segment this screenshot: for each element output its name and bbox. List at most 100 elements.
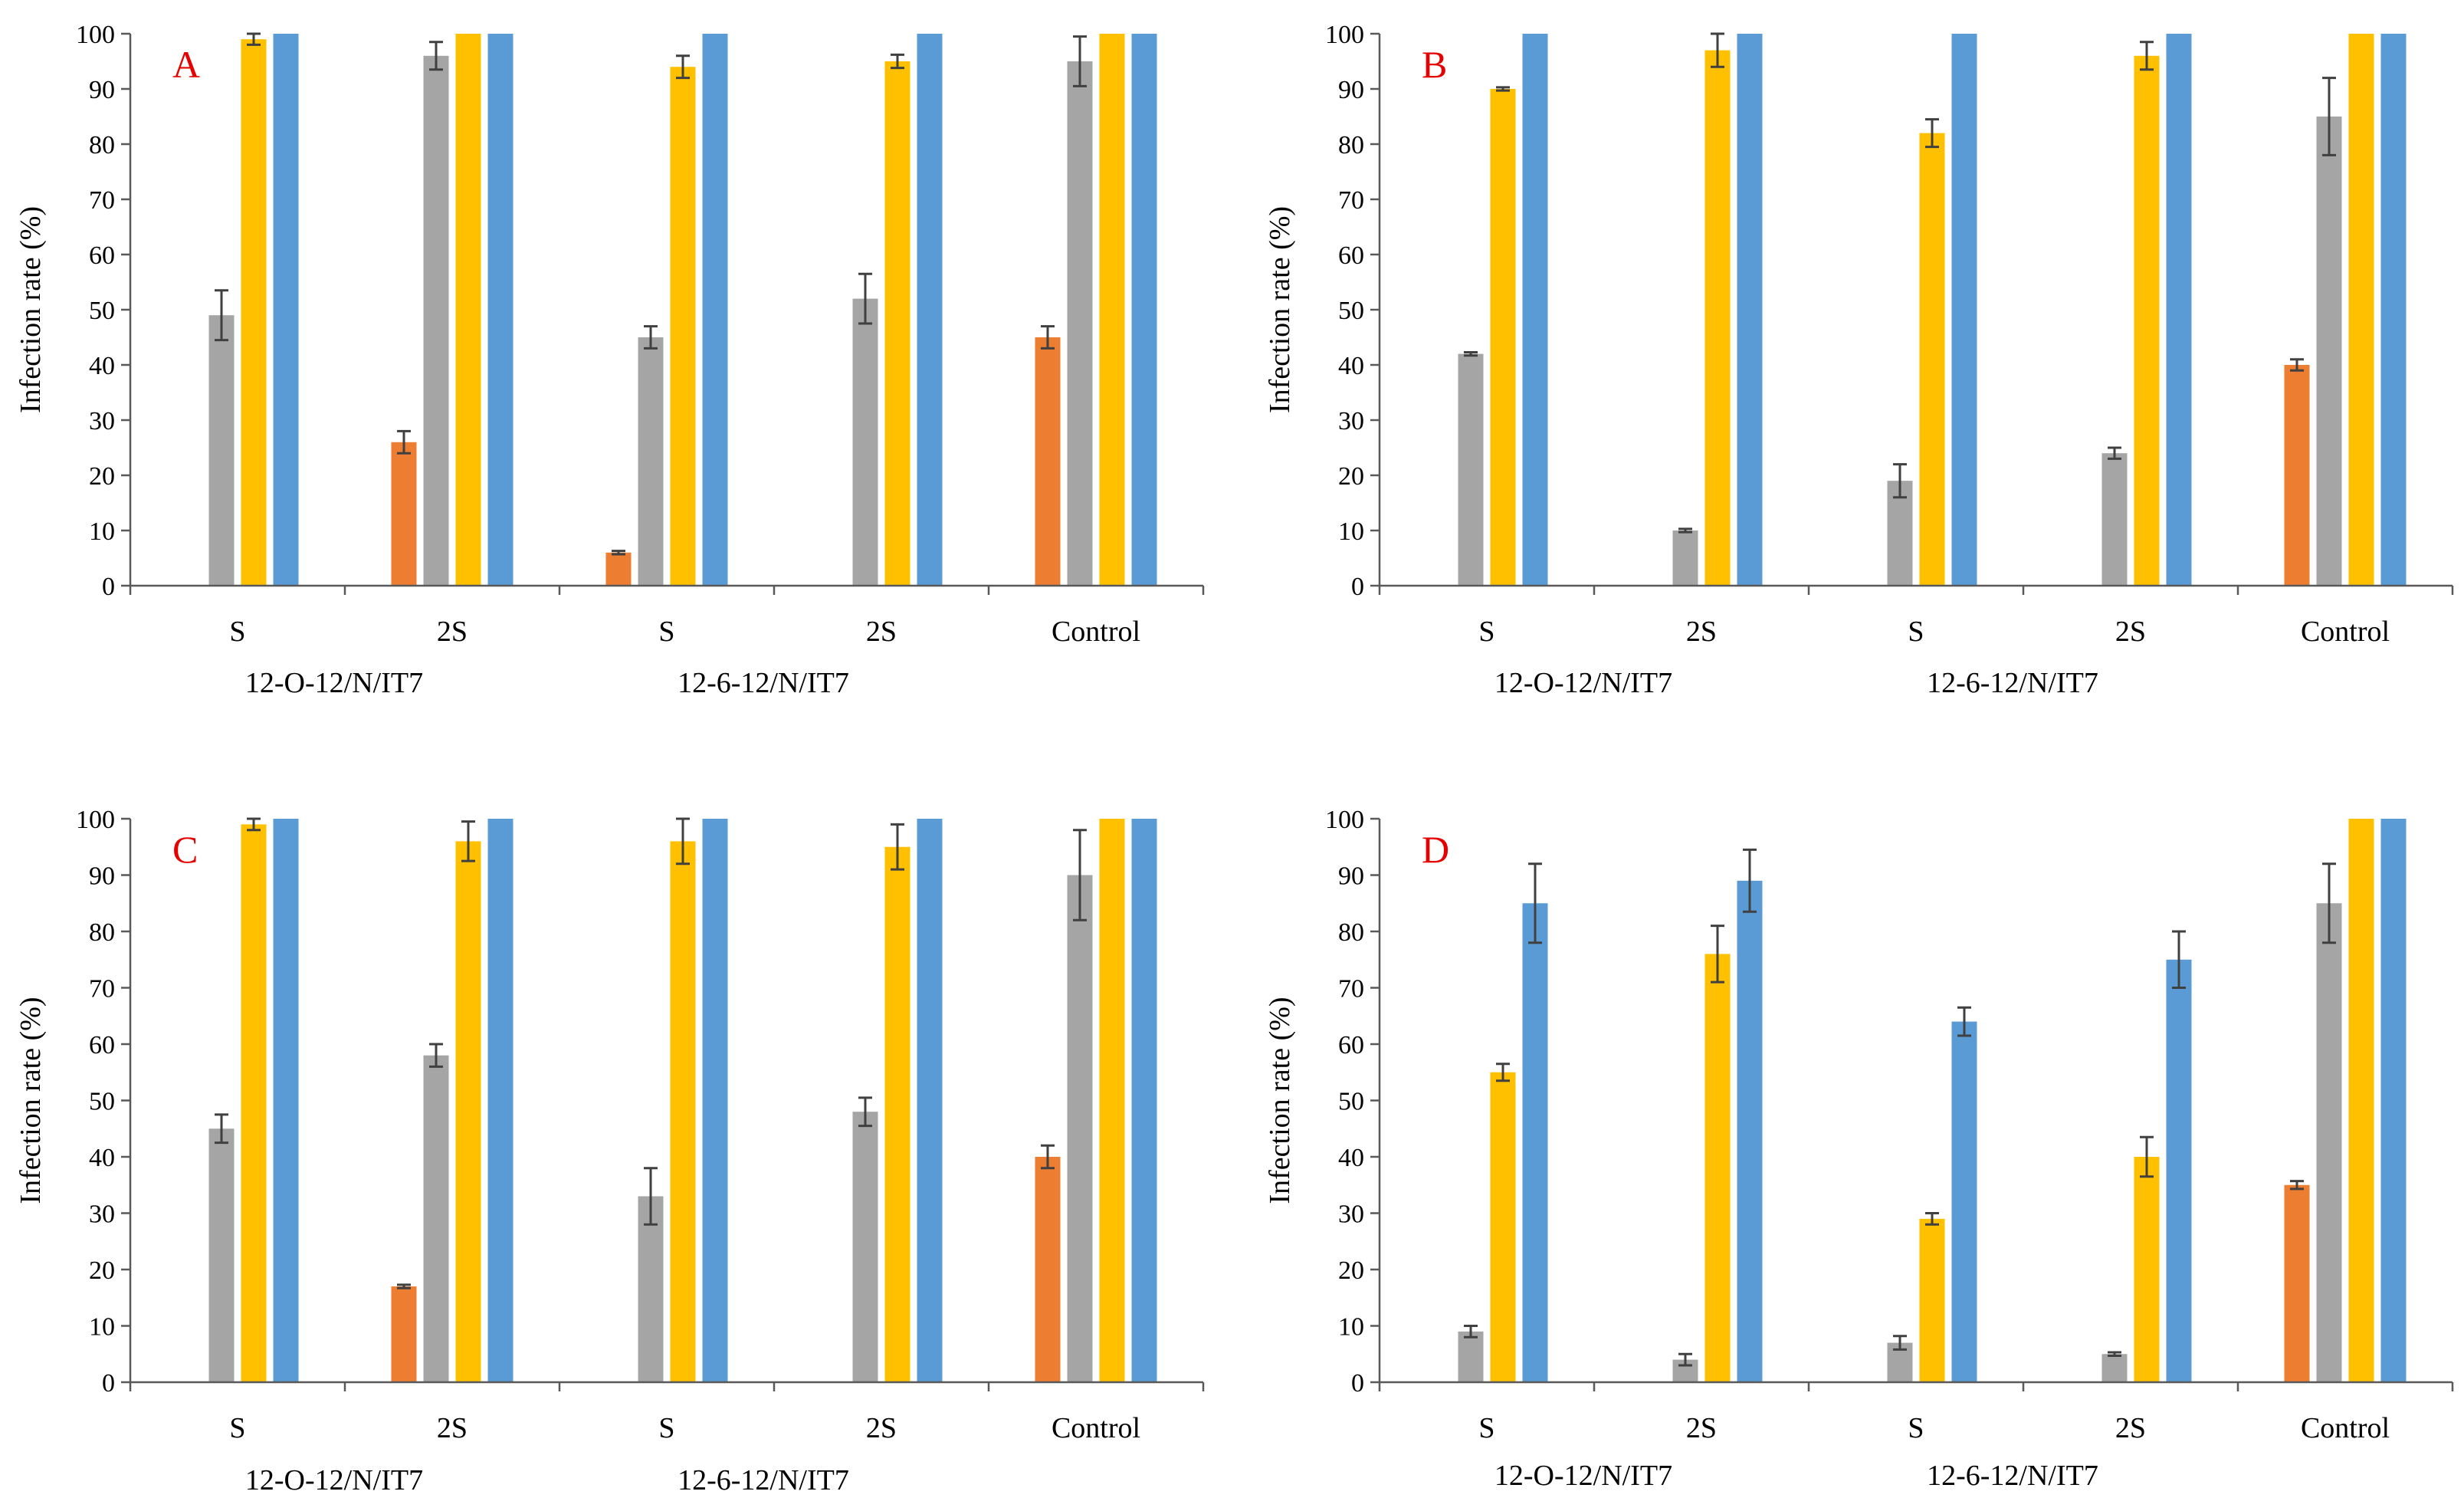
panel-b-y-tick-label: 40 — [1338, 352, 1364, 380]
panel-d-y-tick-label: 60 — [1338, 1031, 1364, 1059]
panel-d-bar — [2284, 1184, 2310, 1382]
panel-a-bar — [1131, 34, 1157, 586]
panel-a-y-tick-label: 60 — [89, 241, 115, 270]
panel-a-bar — [241, 39, 267, 586]
panel-b-bar — [2166, 34, 2192, 586]
panel-d-y-tick-label: 50 — [1338, 1088, 1364, 1116]
panel-a-category-label: S — [658, 616, 674, 648]
panel-b-bar — [1672, 530, 1698, 586]
panel-a-bar — [702, 34, 728, 586]
panel-d-category-label: S — [1478, 1412, 1494, 1444]
panel-d-bar — [1951, 1021, 1977, 1382]
panel-b-bar — [1951, 34, 1977, 586]
panel-d-y-tick-label: 0 — [1351, 1369, 1364, 1398]
panel-a-bar — [852, 298, 878, 586]
panel-c-y-tick-label: 100 — [76, 806, 115, 834]
panel-c-category-label: 2S — [437, 1412, 468, 1444]
panel-a-y-tick-label: 40 — [89, 352, 115, 380]
panel-d-category-label: 2S — [1686, 1412, 1717, 1444]
panel-d-bar — [1490, 1072, 1516, 1382]
panel-b-bar — [2348, 34, 2374, 586]
panel-b-y-tick-label: 90 — [1338, 76, 1364, 104]
panel-b-group-label: 12-O-12/N/IT7 — [1494, 667, 1672, 699]
panel-b-bar — [2134, 55, 2160, 586]
panel-b-y-tick-label: 10 — [1338, 517, 1364, 546]
panel-d-y-tick-label: 100 — [1325, 806, 1364, 834]
panel-b-panel-label: B — [1422, 43, 1447, 86]
panel-c-y-tick-label: 40 — [89, 1144, 115, 1172]
panel-b-bar — [2101, 453, 2128, 586]
panel-a-bar — [487, 34, 513, 586]
panel-b-y-tick-label: 60 — [1338, 241, 1364, 270]
panel-b-category-label: 2S — [1686, 616, 1717, 648]
panel-b-bar — [1490, 89, 1516, 586]
panel-c-y-tick-label: 80 — [89, 918, 115, 947]
panel-b-bar — [2284, 365, 2310, 586]
panel-d-y-tick-label: 10 — [1338, 1313, 1364, 1342]
panel-d-category-label: Control — [2301, 1412, 2390, 1444]
panel-b-category-label: S — [1478, 616, 1494, 648]
panel-c-bar — [423, 1055, 449, 1382]
panel-c-bar — [670, 841, 696, 1382]
panel-b-y-tick-label: 100 — [1325, 21, 1364, 49]
panel-a-y-tick-label: 10 — [89, 517, 115, 546]
panel-b-category-label: Control — [2301, 616, 2390, 648]
panel-a-category-label: S — [229, 616, 245, 648]
panel-b-category-label: 2S — [2115, 616, 2146, 648]
panel-a-bar — [273, 34, 299, 586]
panel-c-y-tick-label: 60 — [89, 1031, 115, 1059]
panel-b-bar — [1919, 133, 1945, 586]
panel-b-group-label: 12-6-12/N/IT7 — [1927, 667, 2098, 699]
panel-d-bar — [1522, 903, 1548, 1382]
panel-c-y-tick-label: 20 — [89, 1256, 115, 1285]
panel-a-bar — [455, 34, 481, 586]
panel-d-bar — [2348, 819, 2374, 1382]
panel-b-bar — [2380, 34, 2407, 586]
panel-c-bar — [638, 1196, 664, 1382]
panel-d-y-tick-label: 90 — [1338, 862, 1364, 891]
panel-a-category-label: Control — [1052, 616, 1140, 648]
panel-d-y-axis-title: Infection rate (%) — [1264, 997, 1296, 1204]
panel-d-y-tick-label: 30 — [1338, 1201, 1364, 1229]
panel-d-y-tick-label: 20 — [1338, 1256, 1364, 1285]
panel-b-bar — [1458, 353, 1484, 586]
panel-d-group-label: 12-O-12/N/IT7 — [1494, 1460, 1672, 1492]
panel-a-y-tick-label: 0 — [102, 573, 115, 601]
panel-c-category-label: S — [658, 1412, 674, 1444]
panel-d-bar — [2134, 1157, 2160, 1382]
panel-b-category-label: S — [1908, 616, 1924, 648]
panel-c-bar — [273, 819, 299, 1382]
panel-a-bar — [670, 67, 696, 586]
panel-c-bar — [702, 819, 728, 1382]
panel-d-bar — [2316, 903, 2342, 1382]
panel-b-bar — [1522, 34, 1548, 586]
panel-c-bar — [1067, 875, 1093, 1382]
panel-d-category-label: S — [1908, 1412, 1924, 1444]
panel-d-y-tick-label: 40 — [1338, 1144, 1364, 1172]
panel-c-bar — [917, 819, 943, 1382]
panel-a-y-axis-title: Infection rate (%) — [15, 206, 47, 413]
panel-c-y-tick-label: 90 — [89, 862, 115, 891]
panel-d-bar — [2101, 1354, 2128, 1382]
panel-a-bar — [208, 315, 235, 586]
panel-a-group-label: 12-6-12/N/IT7 — [678, 667, 849, 699]
panel-d-bar — [1737, 880, 1763, 1382]
panel-a-y-tick-label: 100 — [76, 21, 115, 49]
panel-a-y-tick-label: 80 — [89, 131, 115, 159]
panel-c-bar — [1131, 819, 1157, 1382]
panel-a-y-tick-label: 70 — [89, 186, 115, 215]
panel-a-category-label: 2S — [437, 616, 468, 648]
panel-a-bar — [605, 552, 632, 586]
panel-a-bar — [1035, 337, 1061, 586]
panel-c-bar — [884, 846, 910, 1382]
panel-c-y-axis-title: Infection rate (%) — [15, 997, 47, 1204]
panel-c-bar — [208, 1128, 235, 1382]
panel-b-bar — [2316, 117, 2342, 586]
panel-c-bar — [852, 1112, 878, 1382]
panel-c-group-label: 12-O-12/N/IT7 — [245, 1464, 423, 1496]
panel-a-bar — [638, 337, 664, 586]
panel-c-y-tick-label: 30 — [89, 1201, 115, 1229]
panel-c-panel-label: C — [172, 828, 198, 871]
panel-b-y-tick-label: 70 — [1338, 186, 1364, 215]
